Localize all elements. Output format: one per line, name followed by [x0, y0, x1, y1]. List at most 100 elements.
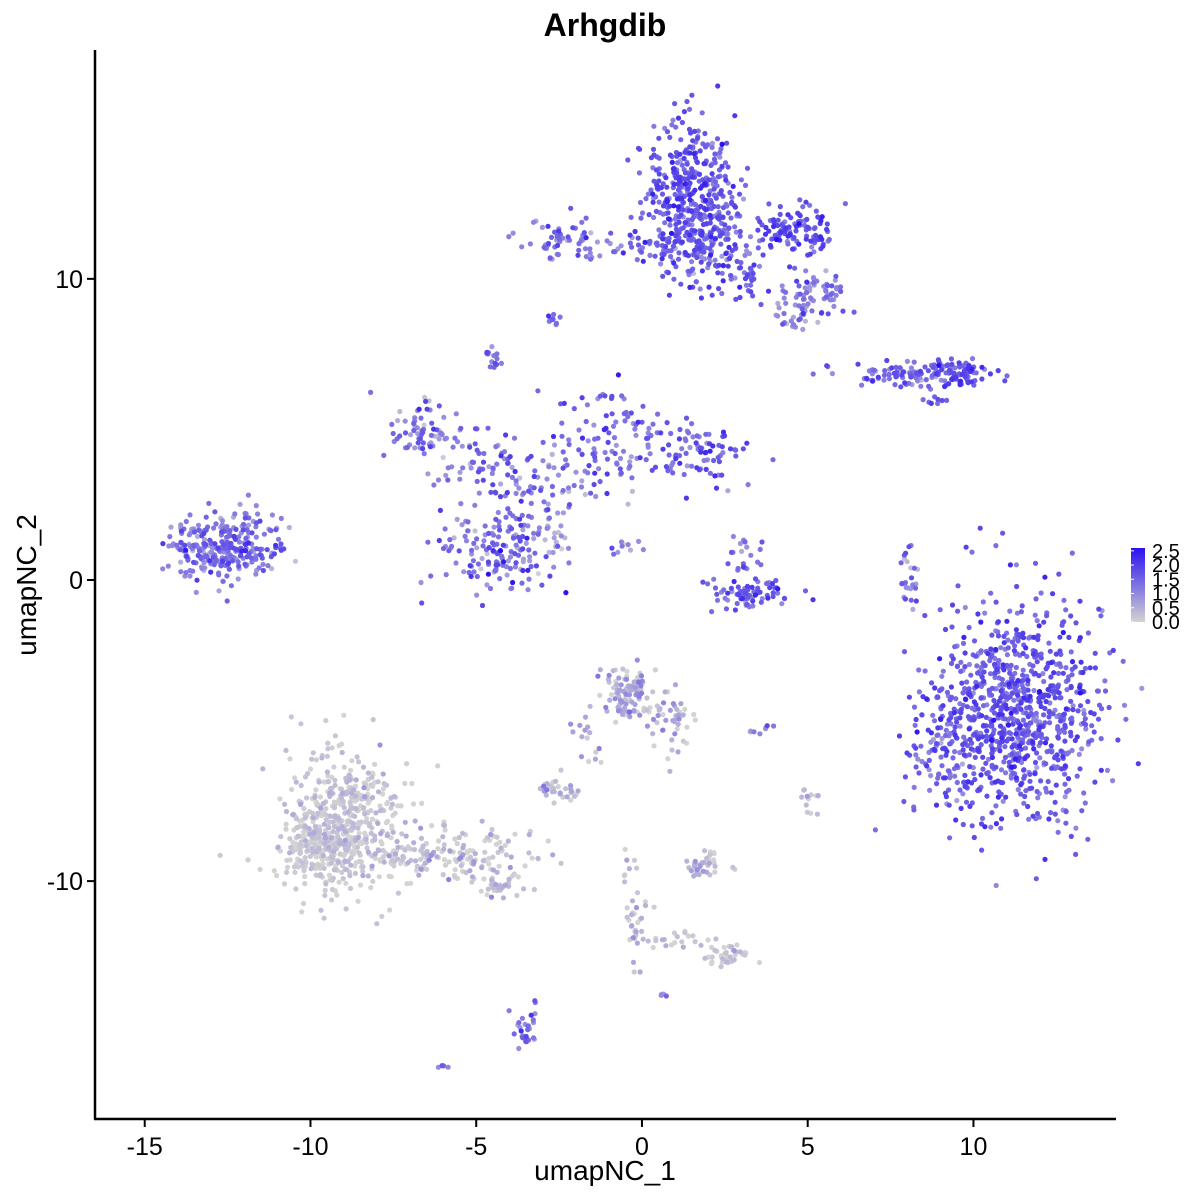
cell-point — [1063, 706, 1069, 712]
cell-point — [625, 414, 631, 420]
cell-point — [445, 1064, 451, 1070]
cell-point — [720, 262, 726, 269]
cell-point — [989, 653, 995, 659]
cell-point — [639, 690, 645, 696]
cell-point — [536, 525, 543, 531]
cell-point — [729, 199, 735, 205]
cell-point — [532, 550, 538, 556]
cell-point — [627, 714, 633, 720]
cell-point — [650, 716, 657, 723]
cell-point — [666, 292, 673, 298]
cell-point — [999, 816, 1005, 822]
cell-point — [1002, 378, 1008, 384]
cell-point — [726, 244, 732, 250]
cell-point — [332, 733, 338, 739]
cell-point — [673, 455, 679, 462]
cell-point — [339, 749, 345, 756]
cell-point — [506, 234, 512, 240]
cell-point — [474, 592, 480, 598]
cell-point — [490, 465, 496, 471]
cell-point — [699, 268, 706, 274]
cell-point — [427, 444, 433, 450]
cell-point — [345, 809, 351, 815]
cell-point — [545, 838, 551, 844]
cell-point — [785, 212, 791, 218]
cell-point — [465, 528, 471, 534]
cell-point — [712, 179, 719, 185]
cell-point — [1047, 648, 1053, 654]
cell-point — [342, 837, 348, 843]
cell-point — [475, 561, 481, 567]
cell-point — [583, 235, 589, 241]
cell-point — [1003, 794, 1009, 800]
cell-point — [735, 211, 741, 217]
cell-point — [633, 905, 640, 911]
cell-point — [911, 807, 917, 813]
cell-point — [973, 653, 979, 659]
cell-point — [714, 597, 721, 603]
cell-point — [1030, 813, 1036, 819]
cell-point — [800, 326, 806, 332]
cell-point — [766, 228, 772, 234]
cell-point — [640, 403, 646, 409]
cell-point — [1064, 687, 1070, 693]
cell-point — [1079, 808, 1085, 814]
cell-point — [683, 415, 690, 421]
cell-point — [654, 240, 660, 246]
cell-point — [526, 850, 532, 856]
cell-point — [508, 526, 515, 532]
cell-point — [722, 222, 728, 228]
cell-point — [275, 844, 281, 850]
cell-point — [978, 772, 984, 778]
cell-point — [489, 470, 495, 477]
cell-point — [540, 439, 546, 445]
cell-point — [621, 411, 627, 417]
cell-point — [334, 892, 340, 898]
cell-point — [481, 538, 487, 544]
cell-point — [160, 541, 166, 547]
cell-point — [656, 707, 662, 713]
cell-point — [677, 151, 683, 157]
cell-point — [275, 536, 282, 542]
cell-point — [554, 242, 561, 249]
cell-point — [637, 455, 643, 461]
cell-point — [980, 723, 987, 729]
cell-point — [999, 735, 1005, 741]
cell-point — [557, 790, 563, 796]
cell-point — [666, 452, 672, 458]
cell-point — [326, 825, 332, 831]
cell-point — [456, 548, 462, 554]
cell-point — [535, 571, 541, 577]
cell-point — [978, 648, 984, 654]
cell-point — [511, 435, 518, 441]
cell-point — [829, 371, 836, 377]
cell-point — [1076, 751, 1082, 758]
cell-point — [588, 256, 594, 262]
cell-point — [302, 881, 308, 887]
cell-point — [639, 419, 645, 425]
cell-point — [341, 764, 347, 770]
cell-point — [698, 449, 704, 455]
cell-point — [225, 560, 232, 566]
cell-point — [770, 593, 776, 600]
cell-point — [568, 783, 574, 789]
cell-point — [691, 128, 698, 134]
cell-point — [291, 864, 298, 870]
cell-point — [411, 427, 417, 434]
cell-point — [484, 582, 490, 588]
cell-point — [851, 309, 857, 315]
cell-point — [993, 803, 999, 809]
cell-point — [942, 775, 948, 781]
color-legend: 2.52.01.51.00.50.0 — [1131, 541, 1180, 634]
cell-point — [1009, 736, 1015, 742]
cell-point — [459, 522, 465, 528]
cell-point — [724, 140, 730, 146]
cell-point — [1073, 851, 1079, 858]
cell-point — [1063, 820, 1069, 826]
cell-point — [479, 865, 485, 871]
cell-point — [1024, 673, 1030, 680]
cell-point — [1061, 619, 1067, 625]
cell-point — [687, 192, 693, 198]
cell-point — [715, 174, 721, 180]
cell-point — [1063, 607, 1069, 613]
